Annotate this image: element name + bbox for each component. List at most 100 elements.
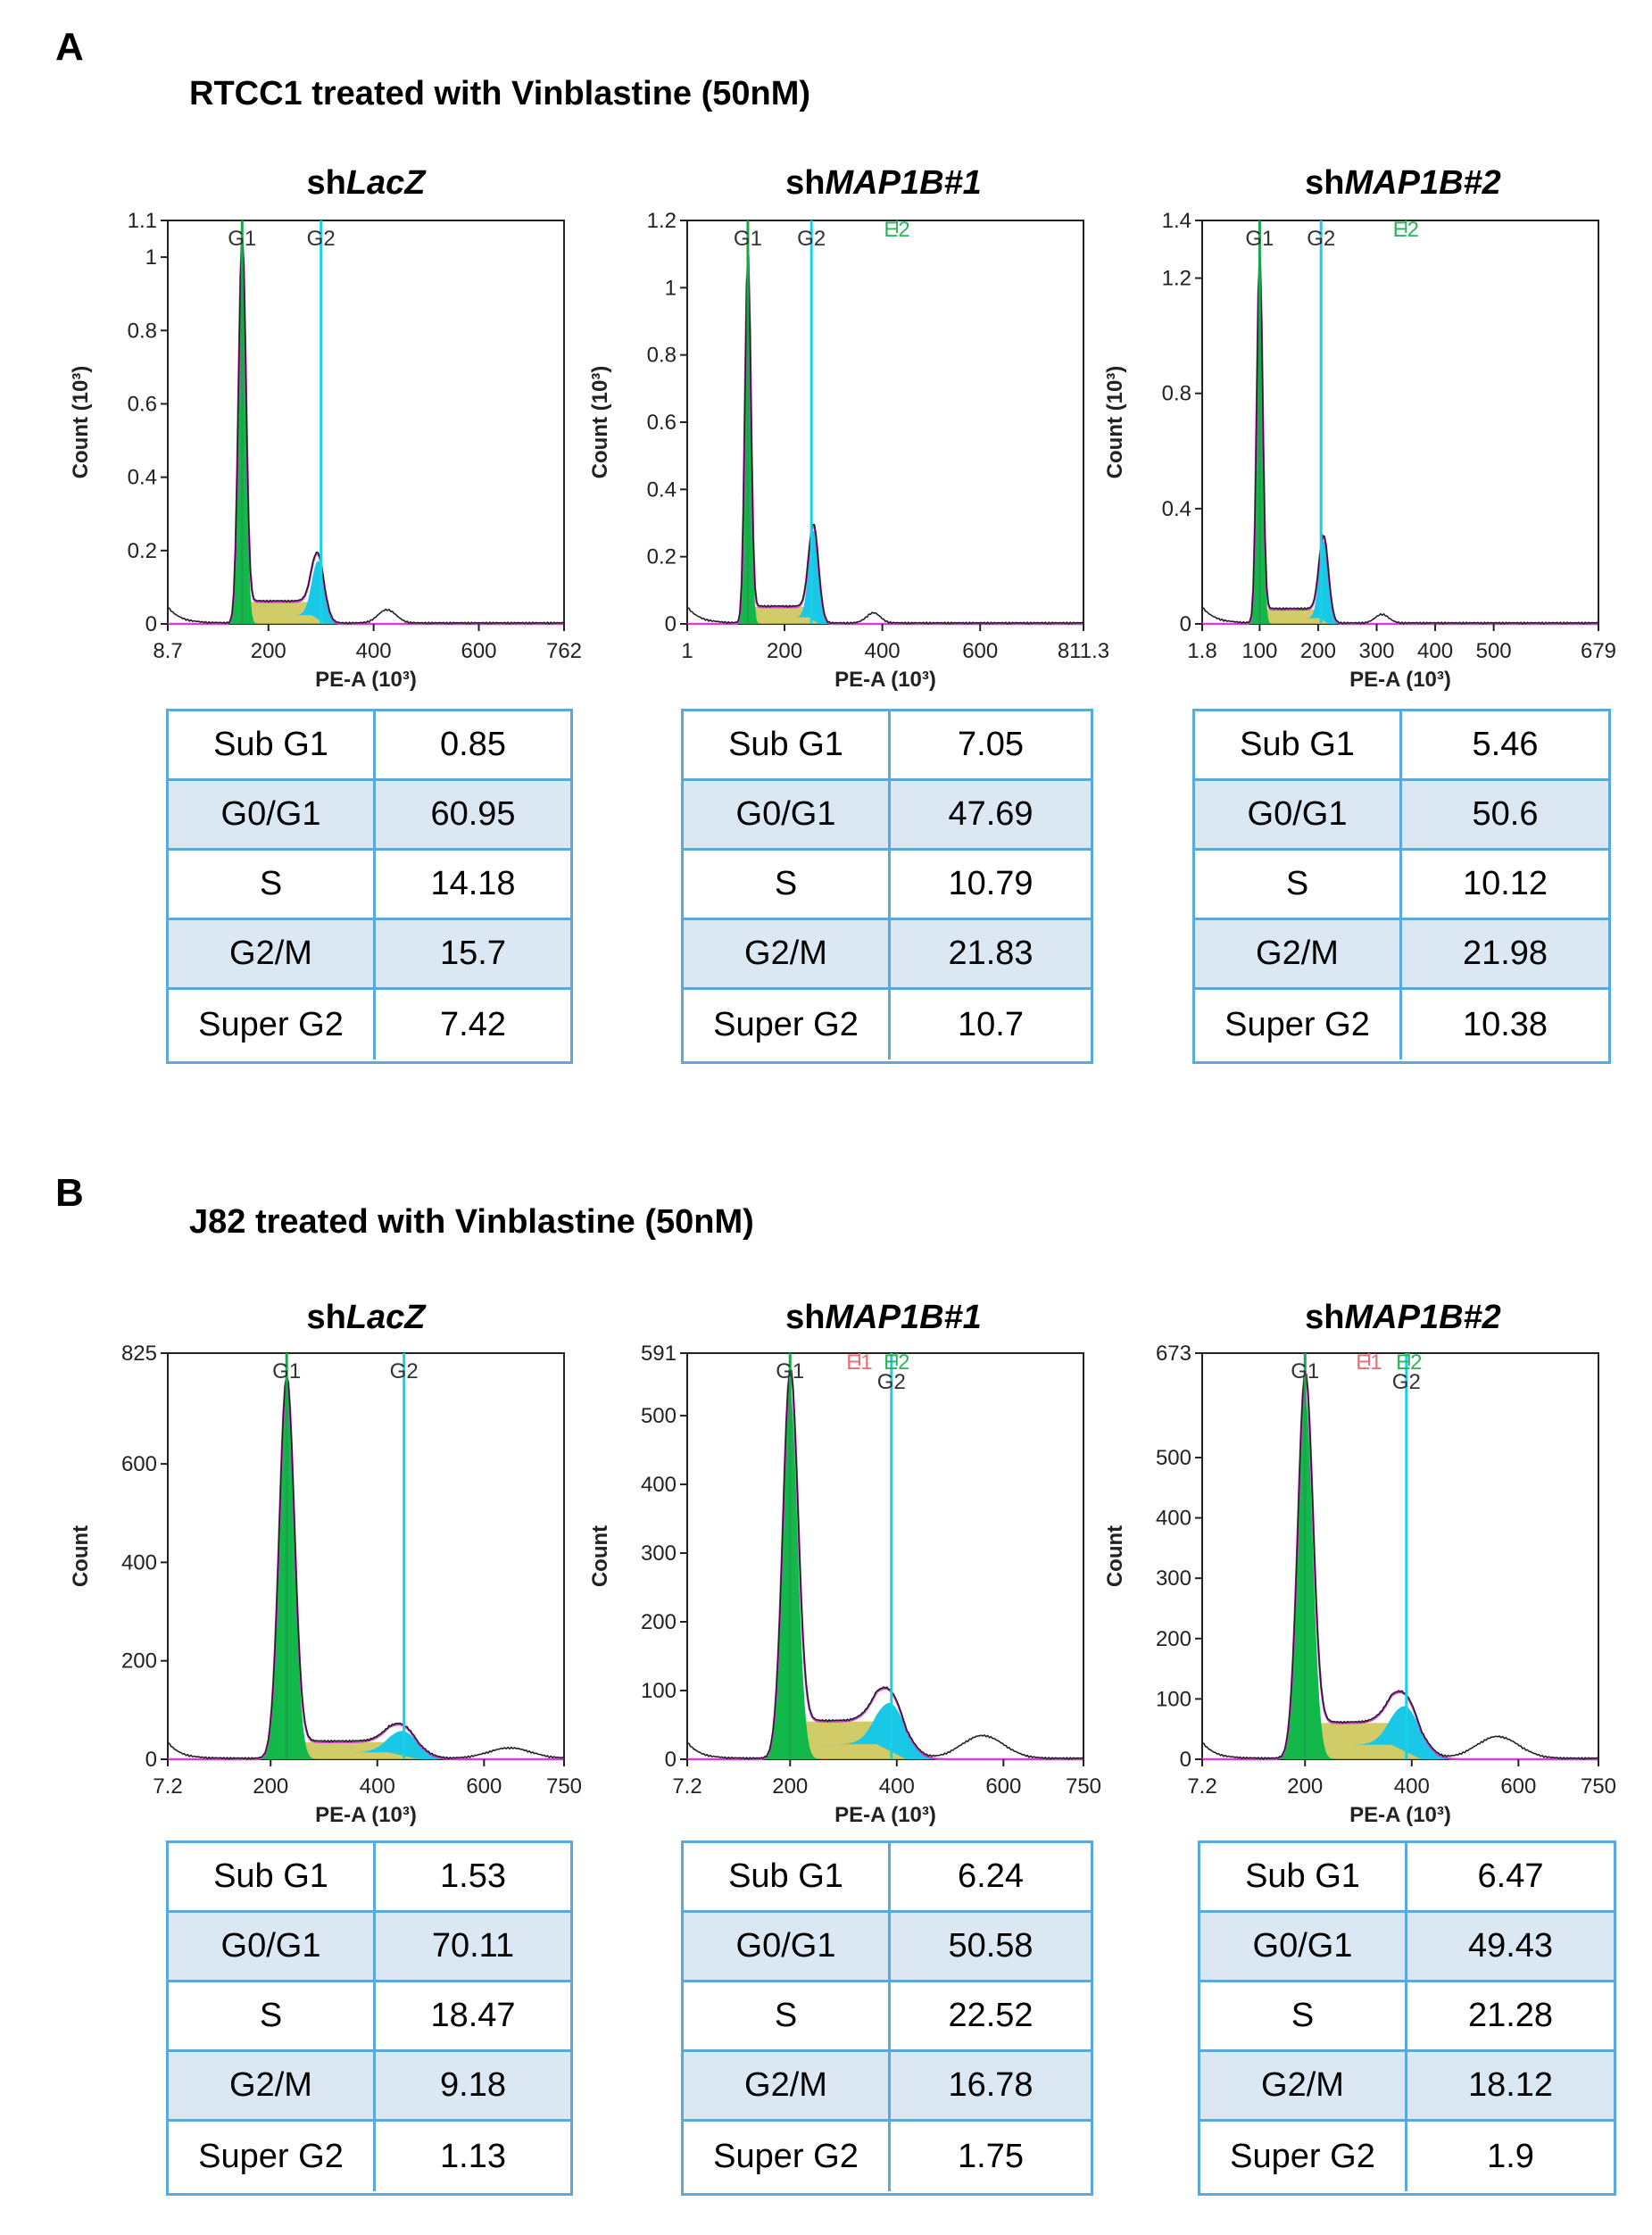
g2-marker-label-1-2: G2 <box>1392 1370 1421 1394</box>
table-row: Super G2 10.7 <box>684 990 1091 1059</box>
histogram-a3: G1 G2 E2 1.8 100 200 300 400 500 679 0 0.4 0.8 1.2 1.4… <box>1103 209 1616 692</box>
y-axis-title-0-0: Count (10³) <box>69 366 93 479</box>
s-phase-area-0-1 <box>687 607 1083 624</box>
phase-value-cell: 14.18 <box>430 865 516 902</box>
phase-value-cell: 47.69 <box>948 795 1034 833</box>
phase-value-cell: 16.78 <box>948 2066 1034 2104</box>
x-tick-label-0-2-6: 679 <box>1581 639 1616 663</box>
y-tick-label-0-0-3: 0.6 <box>128 392 157 416</box>
table-row: G0/G1 47.69 <box>684 781 1091 851</box>
table-row: S 21.28 <box>1200 1982 1614 2052</box>
y-tick-label-1-0-2: 400 <box>121 1550 157 1574</box>
phase-label-cell: Super G2 <box>1200 2122 1407 2191</box>
x-tick-label-0-0-0: 8.7 <box>153 639 182 663</box>
x-tick-label-1-2-1: 200 <box>1287 1774 1323 1799</box>
raw-histogram-line-1-0 <box>167 1375 565 1760</box>
phase-value-cell: 60.95 <box>430 795 516 833</box>
phase-value-cell: 6.47 <box>1477 1857 1544 1895</box>
y-tick-label-0-1-3: 0.6 <box>647 411 677 435</box>
y-tick-label-0-2-1: 0.4 <box>1162 497 1191 521</box>
histogram-b3: G1 G2 E1 E2 7.2 200 400 600 750 0 100 200 300 400 500 6… <box>1103 1342 1616 1827</box>
y-tick-label-0-0-0: 0 <box>145 612 157 636</box>
phase-label-cell: G0/G1 <box>1200 1913 1407 1980</box>
y-tick-label-0-2-0: 0 <box>1180 612 1191 636</box>
phase-label-cell: G2/M <box>169 920 376 987</box>
phase-value-cell: 49.43 <box>1467 1927 1554 1965</box>
table-row: S 10.12 <box>1195 851 1608 920</box>
y-axis-title-0-2: Count (10³) <box>1103 366 1127 479</box>
y-tick-label-1-0-1: 200 <box>121 1649 157 1674</box>
phase-value-cell: 50.6 <box>1472 795 1539 833</box>
phase-label-cell: Super G2 <box>169 990 376 1059</box>
g1-peak-area-1-1 <box>687 1389 1083 1759</box>
phase-label-cell: Sub G1 <box>169 1843 376 1910</box>
phase-value-cell: 10.7 <box>958 1005 1024 1043</box>
phase-label-cell: Sub G1 <box>169 711 376 778</box>
g2-marker-label-0-2: G2 <box>1307 227 1335 251</box>
table-row: G2/M 21.98 <box>1195 920 1608 990</box>
phase-label-cell: Sub G1 <box>684 1843 891 1910</box>
plot-frame-1-2 <box>1201 1352 1599 1760</box>
x-tick-label-1-0-4: 750 <box>546 1774 582 1799</box>
table-row: Super G2 1.75 <box>684 2122 1091 2191</box>
y-tick-label-1-2-1: 100 <box>1156 1687 1191 1711</box>
x-tick-label-1-2-3: 600 <box>1500 1774 1536 1799</box>
x-tick-label-1-0-0: 7.2 <box>153 1774 182 1799</box>
y-tick-label-1-1-1: 100 <box>641 1679 677 1703</box>
table-row: Super G2 1.9 <box>1200 2122 1614 2191</box>
panel-title-a: RTCC1 treated with Vinblastine (50nM) <box>189 75 811 112</box>
phase-label-cell: G0/G1 <box>169 1913 376 1980</box>
table-row: Sub G1 6.24 <box>684 1843 1091 1913</box>
y-tick-label-0-2-4: 1.4 <box>1162 209 1191 233</box>
x-tick-label-1-1-1: 200 <box>772 1774 808 1799</box>
panel-label-a: A <box>55 25 84 69</box>
chart-title-a1: shLacZ <box>306 164 426 202</box>
x-tick-label-0-0-1: 200 <box>251 639 286 663</box>
y-axis-title-1-0: Count <box>69 1525 93 1587</box>
x-tick-label-0-2-4: 400 <box>1417 639 1453 663</box>
plot-frame-0-0 <box>167 220 565 625</box>
y-tick-label-0-1-5: 1 <box>665 276 677 300</box>
panel-label-b: B <box>55 1171 84 1215</box>
raw-histogram-line-0-2 <box>1201 254 1599 626</box>
g2-peak-area-1-2 <box>1202 1706 1598 1759</box>
phase-label-cell: G2/M <box>684 2052 891 2119</box>
phase-label-cell: S <box>684 851 891 918</box>
e2-marker-label-1-2: E2 <box>1396 1350 1422 1375</box>
table-row: G2/M 9.18 <box>169 2052 570 2122</box>
g1-marker-label-1-2: G1 <box>1291 1359 1319 1383</box>
phase-value-cell: 1.53 <box>440 1857 506 1895</box>
y-tick-label-1-0-4: 825 <box>121 1342 157 1366</box>
phase-value-cell: 7.42 <box>440 1005 506 1043</box>
g1-marker-label-0-2: G1 <box>1245 227 1274 251</box>
table-row: Sub G1 0.85 <box>169 711 570 781</box>
g2-peak-area-1-1 <box>687 1702 1083 1759</box>
phase-value-cell: 18.47 <box>430 1997 516 2034</box>
phase-table-a2: Sub G1 7.05 G0/G1 47.69 S 10.79 G2/M 21.83 Super… <box>681 709 1093 1064</box>
y-tick-label-1-1-2: 200 <box>641 1610 677 1634</box>
table-row: G2/M 21.83 <box>684 920 1091 990</box>
y-tick-label-1-2-3: 300 <box>1156 1566 1191 1591</box>
phase-label-cell: G2/M <box>1195 920 1402 987</box>
phase-label-cell: G0/G1 <box>684 781 891 848</box>
x-tick-label-1-1-0: 7.2 <box>672 1774 701 1799</box>
panel-title-b: J82 treated with Vinblastine (50nM) <box>189 1203 754 1241</box>
chart-title-b2: shMAP1B#1 <box>785 1299 982 1336</box>
y-tick-label-0-1-6: 1.2 <box>647 209 677 233</box>
g2-marker-label-1-0: G2 <box>390 1359 419 1383</box>
raw-histogram-line-0-1 <box>686 254 1084 626</box>
y-tick-label-0-1-0: 0 <box>665 612 677 636</box>
phase-label-cell: G2/M <box>1200 2052 1407 2119</box>
table-row: Super G2 10.38 <box>1195 990 1608 1059</box>
x-axis-title-0-2: PE-A (10³) <box>1349 668 1451 692</box>
table-row: G0/G1 70.11 <box>169 1913 570 1982</box>
x-tick-label-0-1-1: 200 <box>767 639 802 663</box>
raw-histogram-line-1-2 <box>1201 1372 1599 1761</box>
g1-peak-area-1-2 <box>1202 1392 1598 1759</box>
y-tick-label-1-2-5: 500 <box>1156 1446 1191 1470</box>
x-axis-title-1-2: PE-A (10³) <box>1349 1803 1451 1827</box>
x-tick-label-0-2-5: 500 <box>1476 639 1512 663</box>
g1-marker-label-1-0: G1 <box>272 1359 301 1383</box>
table-row: Sub G1 1.53 <box>169 1843 570 1913</box>
